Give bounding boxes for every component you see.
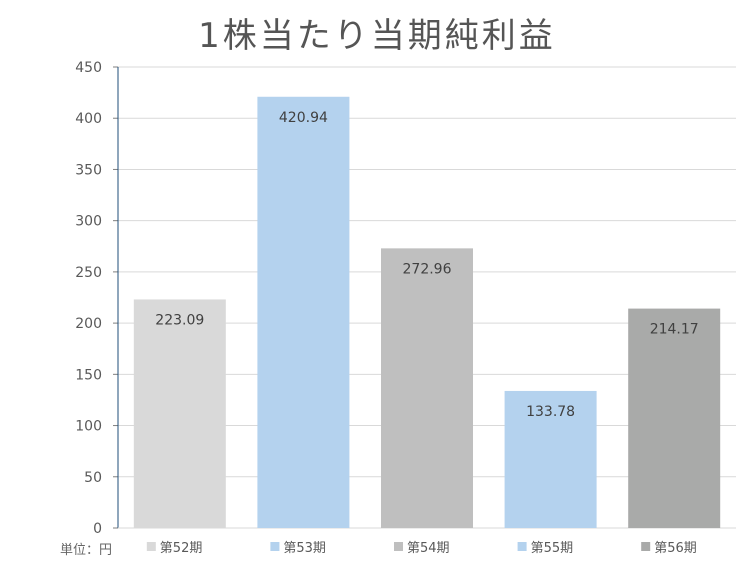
legend-swatch (517, 542, 527, 551)
y-tick-label: 350 (75, 162, 102, 178)
chart-title: 1株当たり当期純利益 (198, 16, 556, 56)
y-tick-label: 150 (75, 367, 102, 383)
bar (381, 248, 473, 528)
legend-label: 第54期 (407, 541, 450, 556)
data-label: 223.09 (155, 312, 204, 328)
y-tick-label: 0 (93, 521, 102, 537)
bar (257, 96, 350, 528)
legend-swatch (146, 542, 156, 551)
y-tick-label: 250 (75, 265, 102, 281)
y-tick-label: 100 (75, 419, 102, 435)
data-label: 214.17 (650, 322, 699, 338)
legend-label: 第56期 (654, 541, 697, 556)
data-label: 133.78 (526, 404, 575, 420)
legend-swatch (270, 542, 280, 551)
y-tick-label: 450 (75, 60, 102, 76)
y-tick-label: 50 (84, 470, 102, 486)
bar (133, 299, 226, 528)
bar (504, 390, 597, 528)
legend-label: 第53期 (283, 541, 326, 556)
unit-label: 単位：円 (60, 543, 113, 558)
legend-label: 第52期 (160, 541, 203, 556)
legend-swatch (394, 542, 403, 551)
y-tick-label: 200 (75, 316, 102, 332)
data-label: 420.94 (279, 110, 328, 126)
y-tick-label: 300 (75, 214, 102, 230)
y-tick-label: 400 (75, 111, 102, 127)
data-label: 272.96 (403, 261, 452, 277)
legend-label: 第55期 (531, 541, 574, 556)
legend-swatch (641, 542, 651, 551)
bar (628, 308, 721, 528)
